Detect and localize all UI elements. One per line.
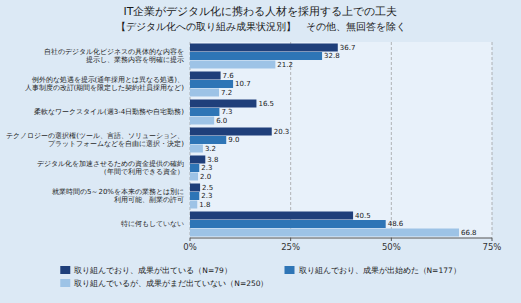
data-label: 7.2 <box>221 89 232 97</box>
bar <box>190 220 386 228</box>
bar <box>190 52 322 60</box>
bar <box>190 128 272 136</box>
legend-label: 取り組んでいるが、成果がまだ出ていない（N=250） <box>74 279 268 288</box>
bar <box>190 117 214 125</box>
bar <box>190 184 200 192</box>
plot-area <box>190 42 492 238</box>
bar <box>190 89 219 97</box>
category-label: 例外的な処遇を提示(通年採用とは異なる処遇)、人事制度の改訂(期間を限定した契約… <box>25 76 185 93</box>
bar <box>190 61 275 69</box>
chart: IT企業がデジタル化に携わる人材を採用する上での工夫【デジタル化への取り組み成果… <box>0 0 521 303</box>
background <box>0 0 521 303</box>
grid-line <box>391 42 392 238</box>
bar <box>190 201 197 209</box>
category-label: 自社のデジタル化ビジネスの具体的な内容を提示し、業務内容を明確に提示 <box>44 48 184 65</box>
tick-label: 0% <box>183 242 197 252</box>
data-label: 66.8 <box>461 229 477 237</box>
legend: 取り組んでおり、成果が出ている（N=79） 取り組んでおり、成果が出始めた（N=1… <box>60 266 460 288</box>
bar <box>190 80 233 88</box>
bar <box>190 44 338 52</box>
data-label: 9.0 <box>228 136 239 144</box>
bar <box>190 72 221 80</box>
legend-swatch <box>285 266 295 274</box>
bar <box>190 136 226 144</box>
data-label: 7.6 <box>223 72 235 80</box>
data-label: 10.7 <box>235 80 251 88</box>
category-label: テクノロジーの選択権(ツール、言語、ソリューション、プラットフォームなどを自由に… <box>6 132 184 149</box>
bar <box>190 145 203 153</box>
data-label: 20.3 <box>274 128 290 136</box>
legend-swatch <box>60 279 70 287</box>
data-label: 48.6 <box>388 220 404 228</box>
data-label: 40.5 <box>355 212 371 220</box>
legend-label: 取り組んでおり、成果が出ている（N=79） <box>74 266 231 275</box>
category-label: 就業時間の5～20%を本来の業務とは別に利用可能、副業の許可 <box>52 188 184 205</box>
bar <box>190 192 199 200</box>
legend-item: 取り組んでおり、成果が出ている（N=79） <box>60 266 231 275</box>
data-label: 2.3 <box>201 164 212 172</box>
legend-swatch <box>60 266 70 274</box>
data-label: 2.3 <box>201 192 212 200</box>
data-label: 7.3 <box>221 108 232 116</box>
category-label: 柔軟なワークスタイル(週3-4日勤務や自宅勤務) <box>34 108 184 116</box>
bar <box>190 156 205 164</box>
data-labels: 36.732.8 21.2 7.610.77.2 16.5 7.36.0 20.3 9.0 3… <box>199 44 476 237</box>
data-label: 2.5 <box>202 184 213 192</box>
bar <box>190 100 256 108</box>
data-label: 32.8 <box>324 52 340 60</box>
x-axis <box>190 238 492 239</box>
grid-line <box>290 42 291 238</box>
legend-item: 取り組んでおり、成果が出始めた（N=177） <box>285 266 461 275</box>
tick-label: 25% <box>281 242 300 252</box>
bar <box>190 173 198 181</box>
subtitle: 【デジタル化への取り組み成果状況別】 その他、無回答を除く <box>116 21 406 32</box>
legend-label: 取り組んでおり、成果が出始めた（N=177） <box>299 266 461 275</box>
category-label: デジタル化を加速させるための資金提供の確約（年間で利用できる資金） <box>37 160 184 177</box>
bar <box>190 229 459 237</box>
data-label: 3.2 <box>205 145 216 153</box>
title: IT企業がデジタル化に携わる人材を採用する上での工夫 <box>124 5 398 18</box>
grid-line <box>492 42 493 238</box>
bar <box>190 164 199 172</box>
legend-item: 取り組んでいるが、成果がまだ出ていない（N=250） <box>60 279 268 288</box>
bar <box>190 108 219 116</box>
bar <box>190 212 353 220</box>
category-label: 特に何もしていない <box>121 220 184 228</box>
tick-label: 50% <box>382 242 401 252</box>
tick-label: 75% <box>483 242 502 252</box>
data-label: 16.5 <box>258 100 274 108</box>
data-label: 3.8 <box>207 156 218 164</box>
data-label: 1.8 <box>199 201 210 209</box>
data-label: 6.0 <box>216 117 227 125</box>
data-label: 36.7 <box>340 44 356 52</box>
data-label: 21.2 <box>277 61 293 69</box>
data-label: 2.0 <box>200 173 211 181</box>
bars <box>190 44 459 237</box>
